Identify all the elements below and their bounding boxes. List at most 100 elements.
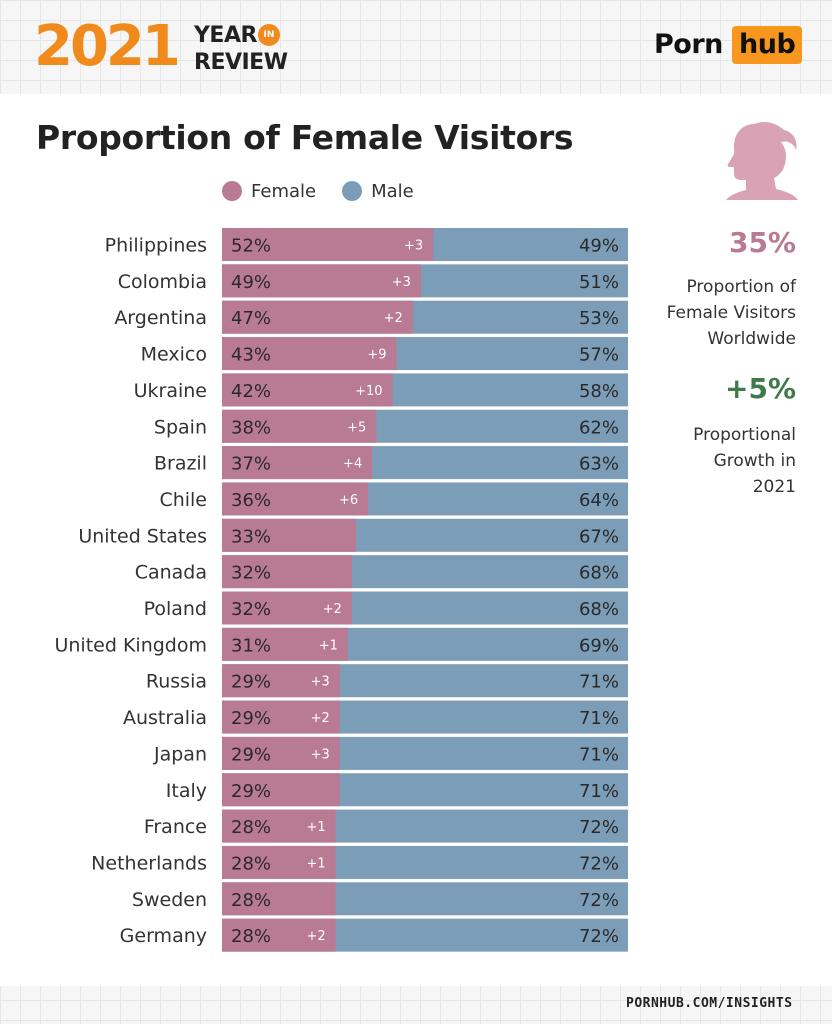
bar-female: [222, 809, 336, 843]
bar-female: [222, 300, 413, 334]
year-number: 2021: [34, 14, 181, 79]
brand-logo-left: Porn: [654, 29, 723, 60]
bar-female: [222, 228, 434, 261]
category-label: Sweden: [132, 889, 207, 911]
female-value-label: 29%: [231, 744, 271, 765]
legend-item-male: Male: [342, 181, 414, 202]
bar-female: [222, 664, 340, 698]
category-label: Russia: [146, 671, 207, 693]
male-value-label: 62%: [579, 417, 619, 438]
bar-female: [222, 518, 356, 552]
change-label: +9: [367, 348, 386, 363]
category-label: Argentina: [114, 307, 207, 329]
male-value-label: 53%: [579, 308, 619, 329]
change-label: +3: [392, 275, 411, 290]
female-value-label: 29%: [231, 672, 271, 693]
category-label: Japan: [153, 743, 207, 765]
change-label: +2: [307, 929, 326, 944]
category-label: Mexico: [141, 344, 207, 366]
change-label: +3: [311, 675, 330, 690]
male-value-label: 71%: [579, 744, 619, 765]
female-value-label: 43%: [231, 345, 271, 366]
growth-percent: +5%: [725, 372, 796, 405]
review-word: REVIEW: [194, 50, 288, 75]
male-value-label: 71%: [579, 781, 619, 802]
male-value-label: 72%: [579, 853, 619, 874]
legend-item-female: Female: [222, 181, 316, 202]
bar-female: [222, 773, 340, 807]
chart-title: Proportion of Female Visitors: [36, 118, 574, 157]
bar-female: [222, 482, 369, 516]
bar-female: [222, 700, 340, 734]
category-label: United States: [78, 525, 207, 547]
female-value-label: 37%: [231, 454, 271, 475]
bar-female: [222, 845, 336, 879]
category-label: Poland: [144, 598, 207, 620]
bar-female: [222, 627, 348, 661]
female-value-label: 47%: [231, 308, 271, 329]
female-value-label: 28%: [231, 853, 271, 874]
change-label: +5: [347, 420, 366, 435]
worldwide-caption-line: Female Visitors: [666, 303, 796, 323]
worldwide-percent: 35%: [728, 226, 796, 259]
female-value-label: 28%: [231, 817, 271, 838]
male-value-label: 63%: [579, 454, 619, 475]
change-label: +2: [311, 711, 330, 726]
category-label: Spain: [154, 416, 207, 438]
year-word: YEAR: [194, 23, 257, 48]
male-value-label: 68%: [579, 599, 619, 620]
female-value-label: 52%: [231, 236, 271, 257]
male-value-label: 51%: [579, 272, 619, 293]
change-label: +10: [355, 384, 382, 399]
bar-female: [222, 409, 377, 443]
bar-female: [222, 736, 340, 770]
bar-female: [222, 264, 421, 298]
category-label: Netherlands: [91, 852, 207, 874]
bar-female: [222, 373, 393, 407]
change-label: +3: [404, 239, 423, 254]
male-value-label: 68%: [579, 563, 619, 584]
female-value-label: 32%: [231, 599, 271, 620]
category-label: Germany: [120, 925, 207, 947]
male-value-label: 64%: [579, 490, 619, 511]
category-label: Canada: [135, 562, 207, 584]
change-label: +4: [343, 457, 362, 472]
bar-female: [222, 591, 352, 625]
male-value-label: 72%: [579, 817, 619, 838]
category-label: Chile: [159, 489, 207, 511]
worldwide-caption-line: Proportion of: [686, 277, 796, 297]
category-label: Brazil: [154, 453, 207, 475]
female-value-label: 33%: [231, 526, 271, 547]
change-label: +2: [323, 602, 342, 617]
female-silhouette-icon: [726, 122, 798, 200]
category-label: Philippines: [105, 235, 207, 257]
female-value-label: 36%: [231, 490, 271, 511]
female-value-label: 28%: [231, 890, 271, 911]
bar-female: [222, 337, 397, 371]
change-label: +1: [307, 820, 326, 835]
worldwide-caption: Proportion of Female Visitors Worldwide: [596, 274, 796, 352]
legend-label-female: Female: [251, 180, 317, 202]
female-value-label: 31%: [231, 635, 271, 656]
footer-url[interactable]: PORNHUB.COM/INSIGHTS: [626, 996, 793, 1011]
male-value-label: 57%: [579, 345, 619, 366]
category-label: Ukraine: [134, 380, 207, 402]
male-value-label: 49%: [579, 236, 619, 257]
category-label: United Kingdom: [54, 634, 207, 656]
female-value-label: 29%: [231, 781, 271, 802]
female-value-label: 49%: [231, 272, 271, 293]
female-value-label: 29%: [231, 708, 271, 729]
bar-female: [222, 918, 336, 952]
growth-caption: Proportional Growth in 2021: [596, 422, 796, 500]
male-value-label: 72%: [579, 926, 619, 947]
legend-swatch-male: [342, 181, 363, 201]
male-value-label: 71%: [579, 672, 619, 693]
male-value-label: 69%: [579, 635, 619, 656]
change-label: +3: [311, 747, 330, 762]
stacked-bar-chart: Philippines 52% 49% +3 Colombia 49% 51% +3 Argen…: [54, 228, 628, 952]
male-value-label: 58%: [579, 381, 619, 402]
female-value-label: 32%: [231, 563, 271, 584]
bar-female: [222, 882, 336, 916]
bar-female: [222, 446, 373, 480]
category-label: Australia: [123, 707, 207, 729]
